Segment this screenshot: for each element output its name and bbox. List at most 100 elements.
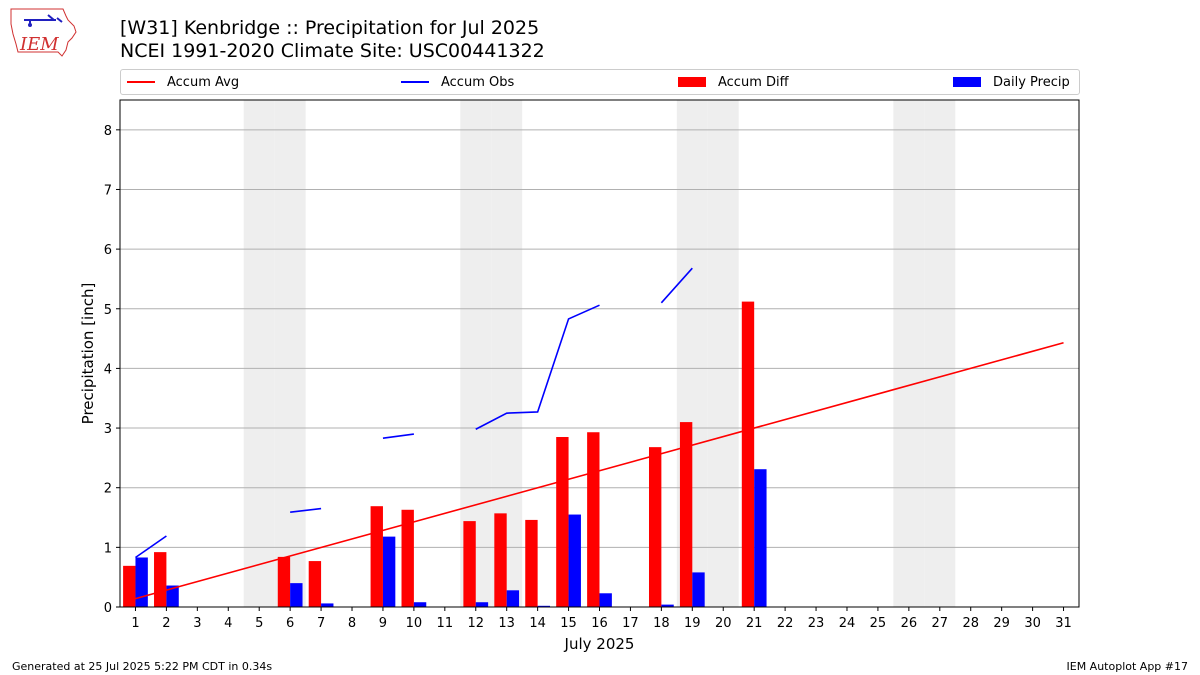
x-tick-label-19: 19 <box>684 616 701 631</box>
daily-precip-bar-day-15 <box>568 514 581 607</box>
x-tick-label-7: 7 <box>317 616 325 631</box>
x-tick-label-12: 12 <box>467 616 484 631</box>
accum-diff-bar-day-1 <box>123 565 136 607</box>
legend-label-accum-avg: Accum Avg <box>167 74 240 90</box>
daily-precip-bar-day-16 <box>599 593 612 607</box>
x-tick-label-28: 28 <box>962 616 979 631</box>
chart-title-line2: NCEI 1991-2020 Climate Site: USC00441322 <box>120 40 545 62</box>
accum-obs-segment-3 <box>382 433 414 439</box>
accum-diff-bar-day-18 <box>648 447 662 607</box>
x-tick-label-24: 24 <box>839 616 856 631</box>
y-tick-label-2: 2 <box>104 482 112 497</box>
y-tick-label-3: 3 <box>104 422 112 437</box>
daily-precip-bar-day-21 <box>754 469 767 607</box>
legend-swatch-accum-avg <box>127 81 155 83</box>
generated-timestamp: Generated at 25 Jul 2025 5:22 PM CDT in … <box>12 660 273 673</box>
accum-diff-bar-day-2 <box>154 552 167 607</box>
x-tick-label-11: 11 <box>437 616 454 631</box>
x-tick-label-16: 16 <box>591 616 608 631</box>
x-tick-label-10: 10 <box>406 616 423 631</box>
x-tick-label-15: 15 <box>560 616 577 631</box>
y-tick-label-1: 1 <box>104 541 112 556</box>
daily-precip-bar-day-19 <box>692 572 705 607</box>
x-tick-label-1: 1 <box>131 616 139 631</box>
weekend-band-day-6 <box>274 100 306 607</box>
chart-title-line1: [W31] Kenbridge :: Precipitation for Jul… <box>120 17 540 39</box>
app-credit: IEM Autoplot App #17 <box>1066 660 1189 673</box>
x-tick-label-8: 8 <box>348 616 356 631</box>
accum-diff-bar-day-14 <box>525 519 538 607</box>
x-tick-label-30: 30 <box>1024 616 1041 631</box>
legend-swatch-daily-precip <box>953 77 981 87</box>
daily-precip-bar-day-1 <box>135 557 148 607</box>
weekend-band-day-20 <box>707 100 739 607</box>
accum-diff-bar-day-13 <box>494 513 507 607</box>
y-tick-label-0: 0 <box>104 601 112 616</box>
daily-precip-bar-day-7 <box>321 603 334 607</box>
x-tick-label-21: 21 <box>746 616 763 631</box>
legend-swatch-accum-diff <box>678 77 706 87</box>
accum-diff-bar-day-9 <box>370 506 383 607</box>
accum-diff-bar-day-21 <box>741 301 755 607</box>
x-tick-label-22: 22 <box>777 616 794 631</box>
legend-label-daily-precip: Daily Precip <box>993 74 1070 90</box>
x-tick-label-29: 29 <box>993 616 1010 631</box>
legend-item-accum-obs: Accum Obs <box>401 70 514 94</box>
accum-diff-bar-day-6 <box>277 556 291 607</box>
x-tick-label-27: 27 <box>932 616 949 631</box>
weather-vane-icon <box>24 14 63 25</box>
x-tick-label-17: 17 <box>622 616 639 631</box>
x-tick-label-14: 14 <box>529 616 546 631</box>
accum-obs-segment-4 <box>475 304 600 430</box>
y-axis-label: Precipitation [inch] <box>79 283 97 425</box>
legend-label-accum-obs: Accum Obs <box>441 74 515 90</box>
accum-diff-bar-day-19 <box>679 422 693 607</box>
x-tick-label-4: 4 <box>224 616 232 631</box>
x-tick-label-26: 26 <box>901 616 918 631</box>
legend-item-accum-diff: Accum Diff <box>678 70 789 94</box>
accum-obs-segment-1 <box>135 535 167 559</box>
accum-avg-line <box>135 341 1064 600</box>
y-tick-label-8: 8 <box>104 124 112 139</box>
daily-precip-bar-day-14 <box>537 605 551 607</box>
x-tick-label-31: 31 <box>1055 616 1072 631</box>
x-axis-label: July 2025 <box>564 635 635 653</box>
daily-precip-bar-day-13 <box>506 590 520 607</box>
vane-hub-icon <box>28 23 32 27</box>
legend: Accum Avg Accum Obs Accum Diff Daily Pre… <box>120 69 1080 95</box>
x-tick-label-5: 5 <box>255 616 263 631</box>
y-tick-label-4: 4 <box>104 362 112 377</box>
x-tick-label-23: 23 <box>808 616 825 631</box>
x-tick-label-13: 13 <box>498 616 515 631</box>
daily-precip-bar-day-2 <box>166 585 179 607</box>
iowa-outline-icon <box>10 8 77 57</box>
y-tick-label-6: 6 <box>104 243 112 258</box>
accum-diff-bar-day-12 <box>463 521 476 607</box>
accum-diff-bar-day-16 <box>587 432 600 607</box>
weekend-band-day-5 <box>243 100 275 607</box>
accum-diff-bar-day-7 <box>308 561 322 607</box>
weekend-band-day-27 <box>924 100 956 607</box>
accum-diff-bar-day-15 <box>556 437 569 607</box>
x-tick-label-9: 9 <box>379 616 387 631</box>
x-tick-label-3: 3 <box>193 616 201 631</box>
x-tick-label-20: 20 <box>715 616 732 631</box>
x-tick-label-2: 2 <box>162 616 170 631</box>
accum-obs-segment-5 <box>660 267 693 304</box>
x-tick-label-18: 18 <box>653 616 670 631</box>
x-tick-label-25: 25 <box>870 616 887 631</box>
daily-precip-bar-day-6 <box>290 583 303 607</box>
accum-diff-bar-day-10 <box>401 509 414 607</box>
weekend-band-day-26 <box>893 100 925 607</box>
daily-precip-bar-day-18 <box>661 604 674 607</box>
logo-text: IEM <box>19 34 59 55</box>
daily-precip-bar-day-12 <box>475 602 489 607</box>
y-tick-label-5: 5 <box>104 303 112 318</box>
y-tick-label-7: 7 <box>104 183 112 198</box>
legend-item-daily-precip: Daily Precip <box>953 70 1070 94</box>
legend-item-accum-avg: Accum Avg <box>127 70 239 94</box>
daily-precip-bar-day-10 <box>413 602 427 607</box>
legend-label-accum-diff: Accum Diff <box>718 74 789 90</box>
x-tick-label-6: 6 <box>286 616 294 631</box>
